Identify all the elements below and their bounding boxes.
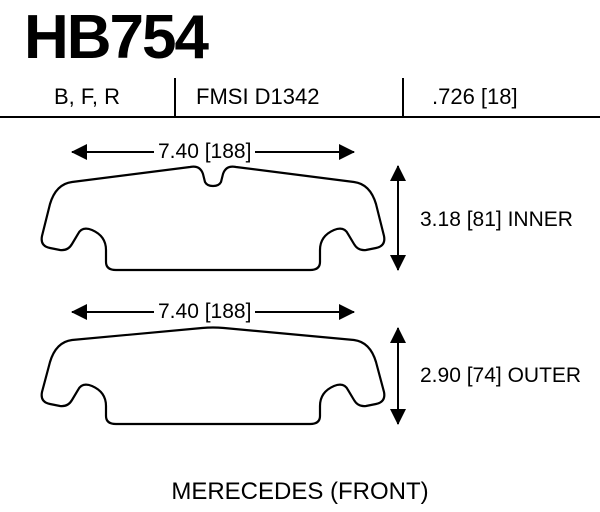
arrow-down-icon (390, 409, 406, 425)
inner-height-dimension (388, 166, 408, 270)
compounds-label: B, F, R (54, 84, 120, 110)
inner-pad-outline (40, 164, 386, 272)
thickness-label: .726 [18] (432, 84, 518, 110)
header-rule (0, 116, 600, 118)
inner-height-value: 3.18 [81] INNER (416, 208, 577, 232)
spec-row: B, F, R FMSI D1342 .726 [18] (0, 78, 600, 118)
arrow-down-icon (390, 255, 406, 271)
outer-pad-outline (40, 326, 386, 426)
application-label: MERECEDES (FRONT) (0, 478, 600, 506)
divider-2 (402, 78, 404, 116)
arrow-right-icon (339, 304, 355, 320)
inner-width-value: 7.40 [188] (154, 140, 255, 164)
arrow-left-icon (71, 144, 87, 160)
arrow-up-icon (390, 327, 406, 343)
fmsi-label: FMSI D1342 (196, 84, 320, 110)
arrow-right-icon (339, 144, 355, 160)
outer-height-value: 2.90 [74] OUTER (416, 364, 585, 388)
outer-height-dimension (388, 328, 408, 424)
diagram-area: 7.40 [188] 3.18 [81] INNER 7.40 [188] 2.… (0, 126, 600, 486)
arrow-left-icon (71, 304, 87, 320)
outer-width-value: 7.40 [188] (154, 300, 255, 324)
divider-1 (174, 78, 176, 116)
part-number: HB754 (24, 2, 207, 73)
arrow-up-icon (390, 165, 406, 181)
